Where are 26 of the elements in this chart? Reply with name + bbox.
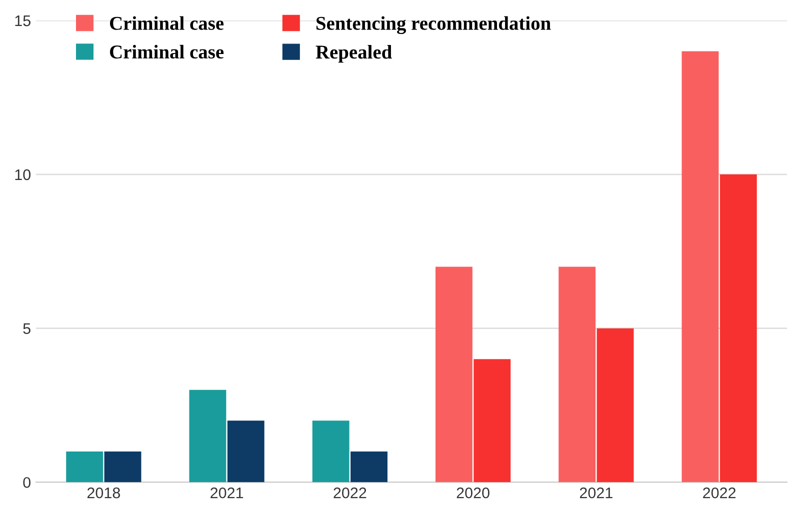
bar bbox=[227, 420, 264, 482]
bar bbox=[350, 451, 388, 482]
legend-label: Criminal case bbox=[110, 16, 224, 30]
x-tick-label: 2022 bbox=[334, 487, 366, 498]
bar bbox=[189, 390, 226, 482]
x-tick-label: 2021 bbox=[580, 487, 612, 498]
bar bbox=[720, 174, 757, 482]
legend-label: Repealed bbox=[316, 45, 392, 63]
y-tick-label: 10 bbox=[15, 169, 30, 180]
bar bbox=[66, 451, 104, 482]
legend-label: Sentencing recommendation bbox=[316, 16, 551, 34]
y-tick-label: 5 bbox=[23, 323, 30, 334]
bar bbox=[596, 328, 634, 482]
y-tick-label: 15 bbox=[15, 16, 30, 26]
bar bbox=[104, 451, 142, 482]
bar bbox=[435, 266, 472, 482]
bar bbox=[312, 420, 350, 482]
y-tick-label: 0 bbox=[23, 477, 30, 488]
x-tick-label: 2021 bbox=[210, 487, 244, 498]
x-tick-label: 2020 bbox=[456, 487, 490, 498]
bar bbox=[682, 51, 719, 482]
x-tick-label: 2018 bbox=[87, 487, 120, 498]
bar bbox=[558, 266, 596, 482]
legend-label: Criminal case bbox=[110, 44, 224, 59]
x-tick-label: 2022 bbox=[703, 487, 736, 498]
bar bbox=[474, 359, 511, 482]
